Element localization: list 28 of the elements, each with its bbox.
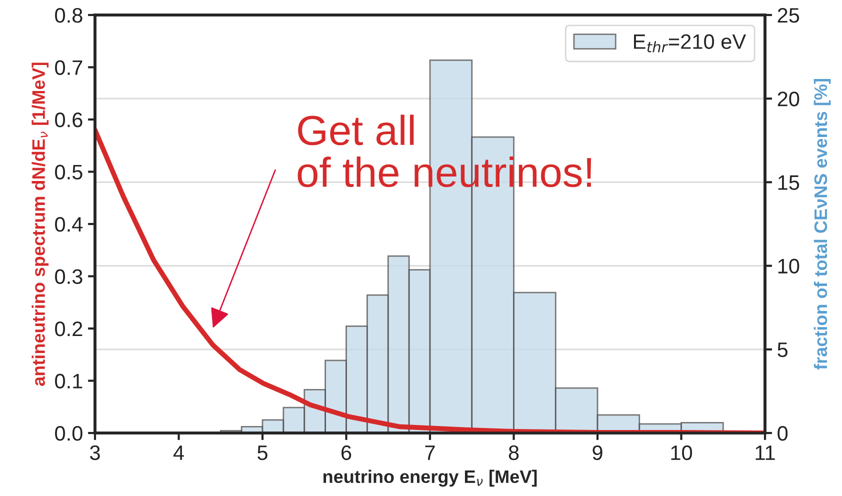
x-tick-label: 5 (258, 446, 268, 460)
x-tick-label: 9 (592, 445, 602, 460)
y2-tick-label: 25 (778, 8, 800, 23)
x-tick-label: 3 (90, 445, 100, 460)
y-tick-label: 0.2 (55, 322, 82, 336)
y2-tick-label: 10 (778, 258, 800, 274)
y-tick-label: 0.5 (55, 164, 82, 180)
y-tick-label: 0.7 (55, 60, 82, 76)
y2-tick-label: 0 (778, 426, 788, 441)
y-tick-label: 0.0 (55, 426, 82, 441)
x-tick-label: 11 (756, 446, 775, 460)
y-tick-label: 0.6 (55, 112, 82, 128)
x-tick-label: 8 (508, 445, 519, 460)
x-axis-title: neutrino energy E$_{ν}$ [MeV] (323, 470, 537, 487)
y-axis-title: antineutrino spectrum dN/dE$_{ν}$ [1/MeV] (32, 62, 49, 386)
y2-axis-title: fraction of total CEνNS events [%] (814, 79, 831, 370)
y-tick-label: 0.4 (55, 217, 83, 232)
x-tick-label: 6 (342, 445, 352, 460)
legend-label: E$_{thr}$=210 eV (634, 34, 746, 52)
x-tick-label: 4 (173, 446, 184, 460)
y2-tick-label: 20 (778, 92, 800, 106)
x-tick-label: 7 (425, 446, 435, 460)
y-tick-label: 0.3 (55, 269, 82, 284)
x-tick-label: 10 (671, 445, 692, 460)
y2-tick-label: 15 (778, 175, 800, 190)
y-tick-label: 0.8 (55, 8, 82, 23)
y2-tick-label: 5 (778, 342, 788, 358)
y-tick-label: 0.1 (55, 374, 82, 389)
